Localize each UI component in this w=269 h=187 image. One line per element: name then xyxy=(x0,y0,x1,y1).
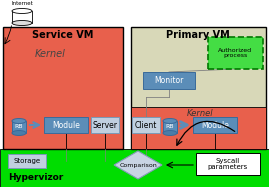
Ellipse shape xyxy=(163,131,177,136)
Text: Kernel: Kernel xyxy=(187,109,213,118)
Ellipse shape xyxy=(163,119,177,123)
Text: Kernel: Kernel xyxy=(34,49,65,59)
Bar xyxy=(143,72,195,89)
Text: Syscall
parameters: Syscall parameters xyxy=(208,157,248,171)
Ellipse shape xyxy=(12,131,26,136)
Text: Monitor: Monitor xyxy=(154,76,184,85)
Bar xyxy=(12,11,32,23)
Text: Server: Server xyxy=(93,120,118,130)
Text: Module: Module xyxy=(201,120,229,130)
Text: Comparison: Comparison xyxy=(119,163,157,168)
Text: RB: RB xyxy=(15,125,23,130)
Bar xyxy=(193,117,237,133)
Bar xyxy=(208,37,263,69)
Bar xyxy=(91,117,119,133)
Bar xyxy=(131,107,266,149)
Bar xyxy=(163,121,177,133)
Text: Module: Module xyxy=(52,120,80,130)
Text: Service VM: Service VM xyxy=(32,30,94,40)
Bar xyxy=(12,121,26,133)
Bar xyxy=(0,149,269,187)
Text: Client: Client xyxy=(135,120,157,130)
Bar xyxy=(8,154,46,168)
Bar xyxy=(196,153,260,175)
Text: Storage: Storage xyxy=(13,158,41,164)
Bar xyxy=(3,27,123,149)
Text: Hypervizor: Hypervizor xyxy=(8,173,63,182)
Text: RB: RB xyxy=(166,125,174,130)
Bar xyxy=(131,27,266,149)
Ellipse shape xyxy=(12,21,32,25)
Ellipse shape xyxy=(12,119,26,123)
Ellipse shape xyxy=(12,8,32,13)
Text: Internet: Internet xyxy=(11,1,33,6)
Bar xyxy=(44,117,88,133)
Bar xyxy=(132,117,160,133)
Polygon shape xyxy=(114,151,162,179)
Text: Primary VM: Primary VM xyxy=(166,30,230,40)
Text: Authorized
process: Authorized process xyxy=(218,48,252,58)
